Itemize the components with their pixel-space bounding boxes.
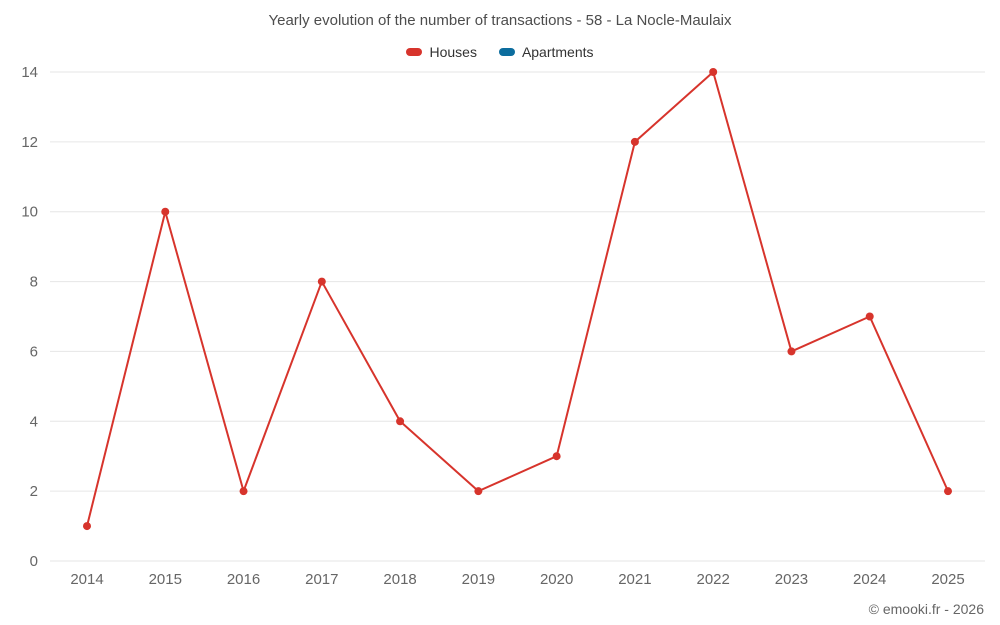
legend-label-apartments: Apartments [521, 44, 594, 60]
apartments-swatch-icon [498, 48, 515, 56]
legend-item-apartments[interactable]: Apartments [498, 44, 594, 60]
data-point[interactable] [161, 207, 170, 216]
axis-tick-label: 2015 [149, 571, 182, 588]
axis-tick-label: 2 [30, 483, 38, 500]
houses-swatch-icon [406, 48, 423, 56]
axis-tick-label: 2021 [618, 571, 651, 588]
data-point[interactable] [396, 417, 405, 426]
legend: Houses Apartments [0, 44, 1000, 60]
axis-tick-label: 2024 [853, 571, 886, 588]
data-point[interactable] [709, 68, 718, 76]
axis-tick-label: 2020 [540, 571, 573, 588]
axis-tick-label: 6 [30, 343, 38, 360]
axis-tick-label: 2019 [462, 571, 495, 588]
data-point[interactable] [787, 347, 796, 356]
axis-tick-label: 2017 [305, 571, 338, 588]
data-point[interactable] [630, 137, 639, 146]
axis-tick-label: 2014 [70, 571, 103, 588]
axis-tick-label: 8 [30, 274, 38, 291]
data-point[interactable] [474, 487, 483, 496]
copyright: © emooki.fr - 2026 [868, 601, 984, 617]
chart-title: Yearly evolution of the number of transa… [268, 12, 732, 29]
data-point[interactable] [239, 487, 248, 496]
axis-tick-label: 2025 [931, 571, 964, 588]
axis-tick-label: 0 [30, 553, 38, 570]
axis-tick-label: 4 [30, 413, 38, 430]
axis-tick-label: 10 [21, 204, 38, 221]
axis-tick-label: 2016 [227, 571, 260, 588]
data-point[interactable] [83, 522, 91, 531]
axis-tick-label: 2018 [383, 571, 416, 588]
data-point[interactable] [944, 487, 952, 496]
series-line-houses [86, 71, 949, 527]
legend-item-houses[interactable]: Houses [406, 44, 477, 60]
axis-tick-label: 12 [21, 134, 38, 151]
data-point[interactable] [317, 277, 326, 286]
axis-tick-label: 2022 [696, 571, 729, 588]
data-point[interactable] [865, 312, 874, 321]
axis-tick-label: 14 [21, 64, 38, 81]
data-point[interactable] [552, 452, 561, 461]
axis-tick-label: 2023 [775, 571, 808, 588]
legend-label-houses: Houses [429, 44, 477, 60]
